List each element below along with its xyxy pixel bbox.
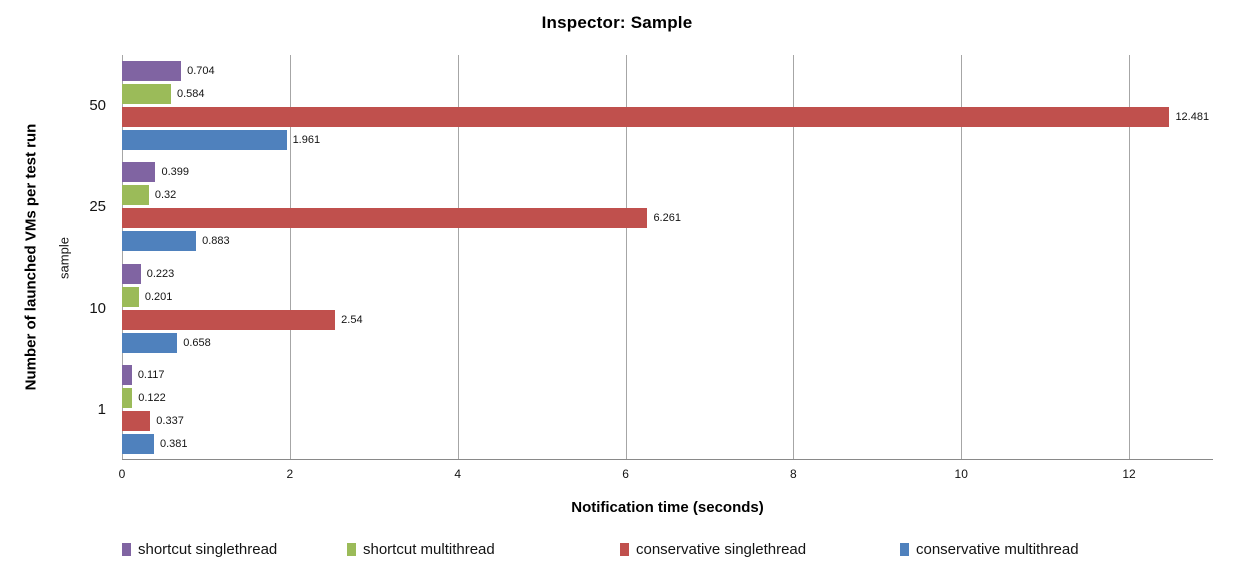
legend-item-conservative-singlethread: conservative singlethread [620, 541, 806, 558]
gridline-x-4 [457, 55, 459, 459]
x-tick-label-10: 10 [954, 467, 968, 481]
legend-swatch-icon [122, 543, 131, 556]
bar-value-label: 6.261 [653, 212, 681, 225]
gridline-x-10 [961, 55, 963, 459]
bar-conservative-singlethread-25: 6.261 [122, 208, 681, 229]
bar-conservative-singlethread-1: 0.337 [122, 410, 184, 431]
bar-value-label: 12.481 [1175, 111, 1210, 123]
legend-label: shortcut multithread [363, 541, 495, 558]
bar-value-label: 0.223 [146, 267, 175, 280]
bar-value-label: 2.54 [341, 313, 363, 326]
x-tick-label-4: 4 [454, 467, 462, 481]
bar-value-label: 0.584 [177, 88, 205, 100]
legend-swatch-icon [620, 543, 629, 556]
bar-value-label: 0.658 [183, 336, 211, 349]
bar-value-label: 1.961 [292, 134, 321, 146]
bar-conservative-multithread-10: 0.658 [122, 332, 211, 353]
x-tick-label-8: 8 [790, 467, 797, 481]
gridline-x-12 [1129, 55, 1131, 459]
bar-value-label: 0.201 [144, 290, 173, 303]
x-tick-label-12: 12 [1122, 467, 1136, 481]
bar-value-label: 0.381 [159, 437, 188, 450]
legend-swatch-icon [347, 543, 356, 556]
x-tick-label-6: 6 [622, 467, 629, 481]
bar-shortcut-multithread-25: 0.32 [122, 185, 176, 206]
bar-conservative-multithread-25: 0.883 [122, 231, 230, 252]
gridline-x-2 [289, 55, 291, 459]
bar-value-label: 0.32 [154, 189, 177, 202]
legend-item-conservative-multithread: conservative multithread [900, 541, 1079, 558]
bar-shortcut-singlethread-10: 0.223 [122, 263, 174, 284]
chart-title: Inspector: Sample [541, 13, 693, 32]
bar-shortcut-singlethread-1: 0.117 [122, 364, 165, 385]
legend-item-shortcut-singlethread: shortcut singlethread [122, 541, 277, 558]
bar-shortcut-multithread-1: 0.122 [122, 387, 166, 408]
y-axis-tick-labels: 50 25 10 1 [0, 55, 114, 460]
gridline-x-0 [122, 55, 123, 459]
bar-value-label: 0.337 [156, 414, 184, 427]
y-tick-label-25: 25 [89, 198, 106, 216]
bar-conservative-singlethread-50: 12.481 [122, 107, 1209, 127]
gridline-x-8 [793, 55, 795, 459]
legend-swatch-icon [900, 543, 909, 556]
plot-area: 0.704 0.584 12.481 1.961 0.399 0.32 6.261 0.883… [122, 55, 1213, 460]
legend-label: shortcut singlethread [138, 541, 278, 558]
bar-conservative-multithread-50: 1.961 [122, 130, 320, 150]
legend-item-shortcut-multithread: shortcut multithread [347, 541, 495, 558]
bar-value-label: 0.704 [187, 65, 215, 77]
bar-value-label: 0.117 [137, 368, 165, 381]
x-tick-label-0: 0 [118, 467, 126, 481]
bar-value-label: 0.122 [138, 391, 166, 404]
y-tick-label-1: 1 [97, 400, 106, 418]
bar-shortcut-singlethread-25: 0.399 [122, 162, 189, 183]
bar-shortcut-singlethread-50: 0.704 [122, 61, 215, 81]
legend-label: conservative singlethread [636, 541, 807, 558]
bar-value-label: 0.883 [202, 235, 230, 248]
bar-value-label: 0.399 [161, 166, 190, 179]
bar-shortcut-multithread-10: 0.201 [122, 286, 172, 307]
x-axis-title: Notification time (seconds) [571, 499, 764, 516]
x-axis-tick-labels: 0 2 4 6 8 10 12 [118, 467, 1213, 483]
y-tick-label-50: 50 [89, 97, 106, 115]
legend-label: conservative multithread [916, 541, 1079, 558]
bar-conservative-singlethread-10: 2.54 [122, 309, 363, 330]
gridline-x-6 [625, 55, 627, 459]
bar-conservative-multithread-1: 0.381 [122, 433, 188, 454]
legend: shortcut singlethread shortcut multithrea… [0, 541, 1234, 565]
bar-shortcut-multithread-50: 0.584 [122, 84, 205, 104]
x-tick-label-2: 2 [286, 467, 294, 481]
y-tick-label-10: 10 [89, 299, 106, 317]
